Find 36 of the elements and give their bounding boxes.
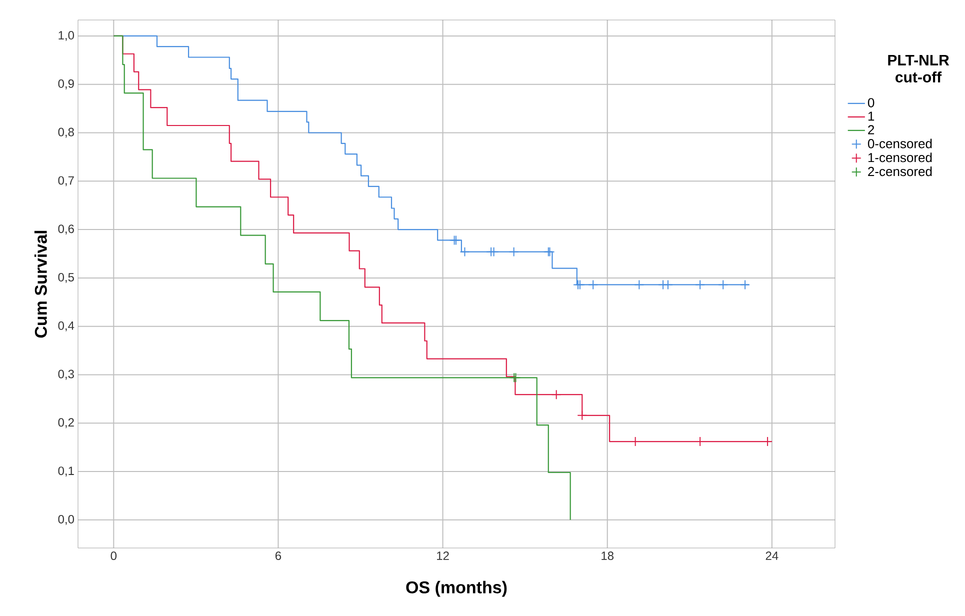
legend-label: 2: [868, 125, 874, 134]
x-tick-label: 18: [602, 552, 614, 560]
y-tick-label: 0,9: [58, 79, 74, 90]
point: [577, 410, 588, 420]
legend-label: 2-censored: [868, 166, 932, 176]
point: [460, 246, 470, 257]
point: [508, 246, 519, 257]
x-tick-label: 6: [276, 552, 282, 560]
x-tick-label: 24: [766, 552, 778, 560]
point: [695, 280, 706, 290]
y-tick-label: 1,0: [58, 31, 74, 41]
y-tick-label: 0,3: [58, 370, 74, 380]
legend-label: 0: [868, 98, 874, 108]
y-tick-label: 0,2: [58, 418, 74, 428]
y-tick-label: 0,6: [58, 224, 74, 235]
y-tick-label: 0,5: [58, 272, 74, 283]
legend-label: 1: [868, 112, 874, 121]
x-tick-label: 0: [110, 552, 117, 560]
y-tick-label: 0,0: [58, 514, 74, 525]
point: [588, 280, 598, 290]
y-tick-label: 0,8: [58, 128, 74, 138]
point: [740, 280, 750, 290]
x-tick-label: 12: [437, 552, 449, 560]
y-tick-label: 0,1: [58, 466, 74, 476]
legend-label: 1-censored: [868, 152, 932, 162]
x-axis-title: OS (months): [406, 580, 507, 597]
point: [718, 280, 728, 290]
legend-label: 0-censored: [868, 138, 932, 148]
point: [551, 390, 562, 400]
y-axis-title: Cum Survival: [34, 230, 47, 338]
point: [634, 280, 644, 290]
y-tick-label: 0,7: [58, 176, 74, 186]
point: [662, 280, 673, 290]
y-tick-label: 0,4: [58, 321, 74, 332]
legend-title: PLT-NLR cut-off: [888, 54, 950, 82]
point: [488, 246, 499, 257]
